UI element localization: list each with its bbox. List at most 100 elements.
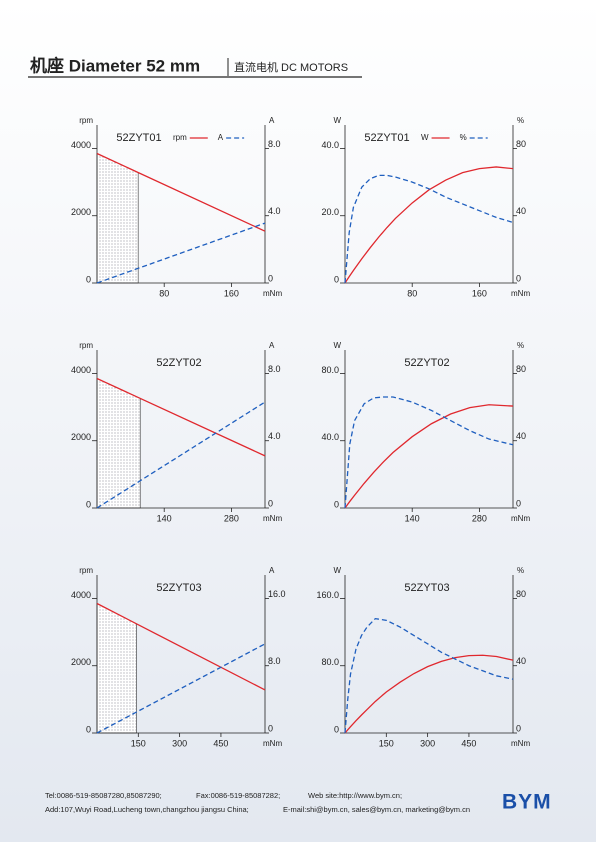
- rated-region: [96, 153, 139, 284]
- y-axis-label: W: [333, 566, 341, 575]
- y-axis-label: rpm: [79, 566, 93, 575]
- x-tick-label: 80: [407, 288, 417, 298]
- series-line: [96, 602, 266, 691]
- y-tick-label: 4000: [71, 365, 91, 375]
- y-tick-label: 0: [334, 724, 339, 734]
- y-axis-label: W: [333, 341, 341, 350]
- series-line: [344, 654, 514, 734]
- y2-tick-label: 4.0: [268, 431, 281, 441]
- y2-tick-label: 8.0: [268, 364, 281, 374]
- y2-tick-label: 0: [268, 723, 273, 733]
- y-tick-label: 40.0: [321, 140, 339, 150]
- y2-tick-label: 80: [516, 589, 526, 599]
- y2-tick-label: 40: [516, 206, 526, 216]
- y-tick-label: 40.0: [321, 432, 339, 442]
- y-tick-label: 0: [334, 499, 339, 509]
- x-tick-label: 160: [472, 288, 487, 298]
- legend-label: rpm: [173, 133, 187, 142]
- x-axis-label: mNm: [263, 514, 282, 523]
- x-tick-label: 80: [159, 288, 169, 298]
- y2-tick-label: 0: [268, 498, 273, 508]
- y2-tick-label: 0: [516, 723, 521, 733]
- y-tick-label: 160.0: [316, 590, 339, 600]
- series-line: [344, 174, 514, 284]
- y2-tick-label: 0: [268, 273, 273, 283]
- y2-tick-label: 8.0: [268, 139, 281, 149]
- y-tick-label: 2000: [71, 657, 91, 667]
- y2-axis-label: A: [269, 566, 275, 575]
- x-tick-label: 150: [131, 738, 146, 748]
- page-subtitle: 直流电机 DC MOTORS: [234, 60, 348, 74]
- footer-web: Web site:http://www.bym.cn;: [308, 791, 402, 800]
- page-title: 机座 Diameter 52 mm: [30, 55, 200, 75]
- y-tick-label: 4000: [71, 590, 91, 600]
- y2-tick-label: 0: [516, 498, 521, 508]
- x-tick-label: 300: [172, 738, 187, 748]
- series-line: [96, 152, 266, 232]
- x-tick-label: 450: [461, 738, 476, 748]
- footer-tel: Tel:0086-519-85087280,85087290;: [45, 791, 162, 800]
- y-tick-label: 0: [86, 499, 91, 509]
- x-axis-label: mNm: [263, 289, 282, 298]
- x-tick-label: 300: [420, 738, 435, 748]
- y2-tick-label: 80: [516, 139, 526, 149]
- x-axis-label: mNm: [511, 289, 530, 298]
- legend-label: %: [460, 133, 467, 142]
- x-tick-label: 150: [379, 738, 394, 748]
- x-tick-label: 160: [224, 288, 239, 298]
- y-tick-label: 0: [86, 724, 91, 734]
- y2-tick-label: 40: [516, 656, 526, 666]
- y-axis-label: rpm: [79, 341, 93, 350]
- x-tick-label: 140: [405, 513, 420, 523]
- y2-axis-label: %: [517, 116, 524, 125]
- series-line: [344, 166, 514, 284]
- y-tick-label: 20.0: [321, 207, 339, 217]
- y-tick-label: 2000: [71, 432, 91, 442]
- chart-title: 52ZYT03: [404, 582, 449, 594]
- chart-title: 52ZYT01: [116, 132, 161, 144]
- rated-region: [96, 603, 137, 734]
- x-tick-label: 280: [224, 513, 239, 523]
- y2-axis-label: A: [269, 116, 275, 125]
- x-axis-label: mNm: [263, 739, 282, 748]
- y-tick-label: 2000: [71, 207, 91, 217]
- rated-region: [96, 378, 141, 509]
- legend-label: A: [218, 133, 224, 142]
- series-line: [96, 222, 266, 284]
- y-tick-label: 80.0: [321, 657, 339, 667]
- y2-tick-label: 80: [516, 364, 526, 374]
- chart-title: 52ZYT02: [404, 357, 449, 369]
- series-line: [96, 401, 266, 509]
- y2-tick-label: 40: [516, 431, 526, 441]
- series-line: [96, 377, 266, 457]
- y2-tick-label: 16.0: [268, 589, 286, 599]
- y2-axis-label: A: [269, 341, 275, 350]
- x-axis-label: mNm: [511, 514, 530, 523]
- y-tick-label: 0: [334, 274, 339, 284]
- y-tick-label: 4000: [71, 140, 91, 150]
- series-line: [344, 396, 514, 509]
- x-tick-label: 450: [213, 738, 228, 748]
- y-tick-label: 80.0: [321, 365, 339, 375]
- logo: BYM: [502, 791, 552, 814]
- y2-tick-label: 0: [516, 273, 521, 283]
- footer-email: E-mail:shi@bym.cn, sales@bym.cn, marketi…: [283, 805, 470, 814]
- y2-axis-label: %: [517, 341, 524, 350]
- y-tick-label: 0: [86, 274, 91, 284]
- y2-axis-label: %: [517, 566, 524, 575]
- chart-title: 52ZYT03: [156, 582, 201, 594]
- y2-tick-label: 4.0: [268, 206, 281, 216]
- y-axis-label: W: [333, 116, 341, 125]
- x-tick-label: 280: [472, 513, 487, 523]
- series-line: [344, 404, 514, 509]
- chart-title: 52ZYT01: [364, 132, 409, 144]
- series-line: [344, 617, 514, 734]
- legend-label: W: [421, 133, 429, 142]
- x-tick-label: 140: [157, 513, 172, 523]
- y-axis-label: rpm: [79, 116, 93, 125]
- chart-title: 52ZYT02: [156, 357, 201, 369]
- y2-tick-label: 8.0: [268, 656, 281, 666]
- footer-address: Add:107,Wuyi Road,Lucheng town,changzhou…: [45, 805, 249, 814]
